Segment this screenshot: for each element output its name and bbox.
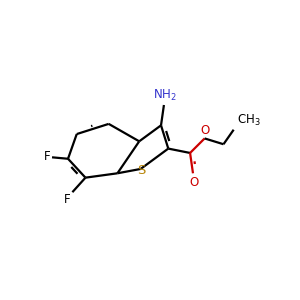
- Text: O: O: [201, 124, 210, 137]
- Text: S: S: [137, 164, 146, 177]
- Text: F: F: [64, 194, 71, 206]
- Text: CH$_3$: CH$_3$: [237, 112, 260, 128]
- Text: F: F: [44, 150, 51, 163]
- Text: NH$_2$: NH$_2$: [154, 88, 177, 103]
- Text: O: O: [189, 176, 198, 189]
